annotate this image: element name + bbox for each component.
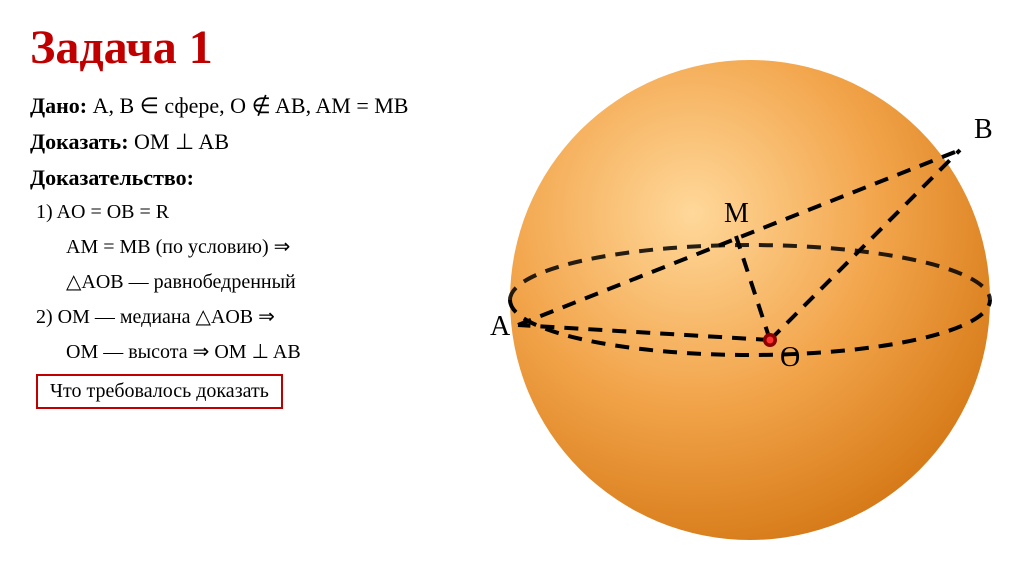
diagram-panel: A B M O [480,0,1024,574]
left-panel: Задача 1 Дано: A, B ∈ сфере, O ∉ AB, AM … [0,0,480,574]
problem-title: Задача 1 [30,20,470,75]
sphere-body [510,60,990,540]
sphere-diagram: A B M O [480,10,1024,574]
proof-step-1: 1) AO = OB = R [30,201,470,224]
given-section: Дано: A, B ∈ сфере, O ∉ AB, AM = MB [30,93,470,119]
proof-step-2: AM = MB (по условию) ⇒ [30,234,470,259]
proof-step-4: 2) OM — медиана △AOB ⇒ [30,304,470,329]
qed-box: Что требовалось доказать [36,374,283,409]
prove-text: OM ⊥ AB [129,129,229,154]
label-o: O [780,342,800,373]
prove-section: Доказать: OM ⊥ AB [30,129,470,155]
given-label: Дано: [30,93,87,118]
label-a: A [490,311,511,342]
label-b: B [974,114,993,145]
proof-step-3: △AOB — равнобедренный [30,269,470,294]
proof-step-5: OM — высота ⇒ OM ⊥ AB [30,339,470,364]
label-m: M [724,198,749,229]
proof-header: Доказательство: [30,165,470,191]
prove-label: Доказать: [30,129,129,154]
given-text: A, B ∈ сфере, O ∉ AB, AM = MB [87,93,408,118]
point-o-dot-inner [767,337,774,344]
